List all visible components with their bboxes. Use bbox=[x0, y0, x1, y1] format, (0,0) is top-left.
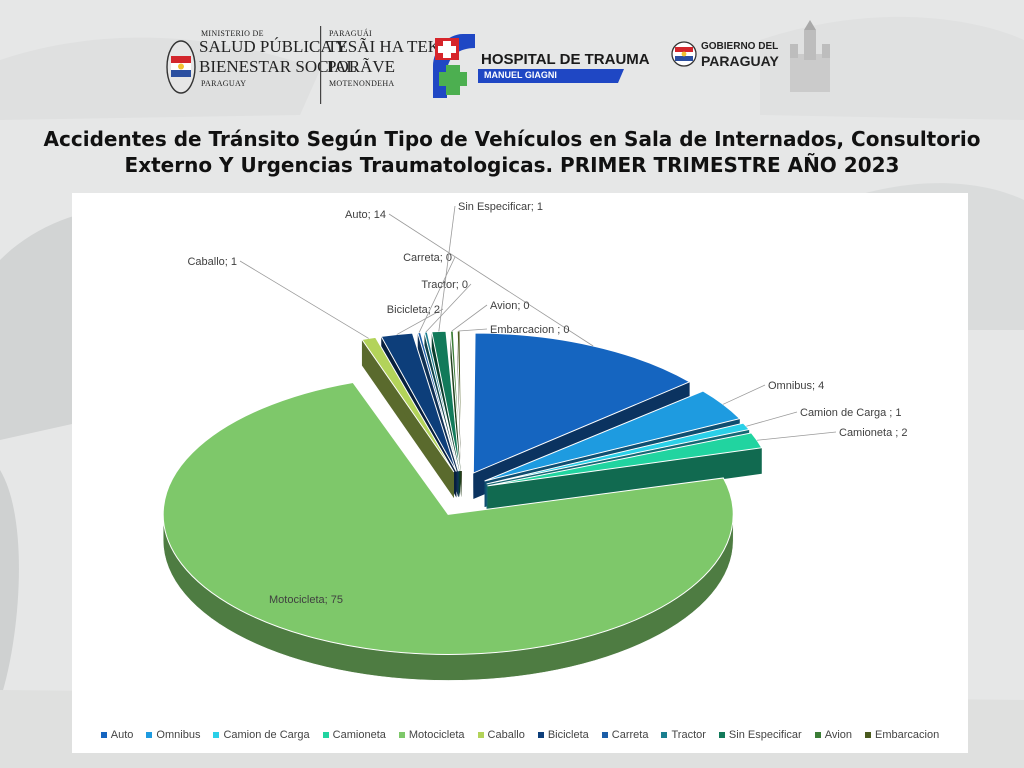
data-label-camion-de-carga: Camion de Carga ; 1 bbox=[800, 407, 902, 419]
legend-swatch bbox=[537, 732, 544, 738]
leader-line-camioneta bbox=[756, 431, 837, 441]
leader-line-carreta bbox=[418, 256, 456, 333]
chart-legend: Auto Omnibus Camion de Carga Camioneta Motoc… bbox=[80, 729, 960, 741]
legend-item-avion: Avion bbox=[814, 729, 853, 741]
guarani-line1: PARAGUÁI bbox=[329, 29, 373, 38]
legend-label: Bicicleta bbox=[547, 729, 589, 741]
pie-slice-motocicleta bbox=[162, 381, 734, 655]
data-label-camioneta: Camioneta ; 2 bbox=[839, 427, 907, 439]
legend-item-tractor: Tractor bbox=[661, 729, 706, 741]
ministry-line2: SALUD PÚBLICA Y bbox=[199, 37, 348, 56]
data-label-carreta: Carreta; 0 bbox=[403, 252, 452, 264]
pie-chart: Auto; 14 Omnibus; 4 Camion de Carga ; 1 Cam… bbox=[162, 201, 907, 681]
legend-label: Carreta bbox=[611, 729, 649, 741]
hospital-subtitle-band bbox=[478, 69, 624, 83]
ministry-seal-icon bbox=[166, 40, 196, 94]
leader-line-tractor bbox=[425, 283, 472, 333]
legend-label: Auto bbox=[110, 729, 134, 741]
palace-icon bbox=[790, 20, 830, 92]
ministry-line4: PARAGUAY bbox=[201, 79, 247, 88]
pie-slice-caballo bbox=[361, 336, 455, 473]
legend-item-auto: Auto bbox=[100, 729, 134, 741]
data-label-bicicleta: Bicicleta; 2 bbox=[387, 304, 440, 316]
legend-swatch bbox=[661, 732, 668, 738]
guarani-line2: TESÃI HA TEKO bbox=[327, 37, 453, 56]
legend-swatch bbox=[718, 732, 725, 738]
data-label-avion: Avion; 0 bbox=[490, 300, 530, 312]
government-line2: PARAGUAY bbox=[701, 53, 779, 69]
legend-swatch bbox=[477, 732, 484, 738]
logo-divider bbox=[320, 26, 322, 104]
legend-label: Camioneta bbox=[332, 729, 386, 741]
chart-title-line1: Accidentes de Tránsito Según Tipo de Veh… bbox=[43, 127, 981, 151]
leader-line-embarcacion bbox=[458, 328, 488, 332]
pie-slice-omnibus bbox=[484, 390, 741, 482]
slice-cut-camioneta bbox=[487, 447, 762, 512]
leader-line-avion bbox=[451, 304, 488, 332]
legend-label: Omnibus bbox=[156, 729, 201, 741]
pie-slice-avion bbox=[449, 330, 462, 472]
government-seal-icon bbox=[671, 41, 697, 67]
data-label-embarcacion: Embarcacion ; 0 bbox=[490, 324, 569, 336]
legend-item-camion-de-carga: Camion de Carga bbox=[213, 729, 310, 741]
chart-panel: Auto; 14 Omnibus; 4 Camion de Carga ; 1 Cam… bbox=[72, 193, 968, 753]
legend-label: Avion bbox=[824, 729, 853, 741]
leader-line-camion-de-carga bbox=[746, 411, 798, 427]
leader-line-sin-especificar bbox=[438, 205, 456, 332]
legend-label: Camion de Carga bbox=[223, 729, 310, 741]
legend-label: Embarcacion bbox=[875, 729, 940, 741]
pie-label-layer: Auto; 14 Omnibus; 4 Camion de Carga ; 1 Cam… bbox=[187, 201, 907, 606]
legend-swatch bbox=[865, 732, 872, 738]
legend-item-carreta: Carreta bbox=[601, 729, 649, 741]
legend-item-motocicleta: Motocicleta bbox=[398, 729, 465, 741]
data-label-caballo: Caballo; 1 bbox=[187, 256, 237, 268]
legend-label: Caballo bbox=[487, 729, 525, 741]
legend-label: Sin Especificar bbox=[728, 729, 802, 741]
data-label-sin-especificar: Sin Especificar; 1 bbox=[458, 201, 543, 213]
legend-item-camioneta: Camioneta bbox=[322, 729, 386, 741]
pie-slice-camion-de-carga bbox=[486, 422, 751, 485]
hospital-cross-icon bbox=[433, 34, 475, 98]
legend-item-omnibus: Omnibus bbox=[146, 729, 200, 741]
legend-swatch bbox=[601, 732, 608, 738]
ministry-line1: MINISTERIO DE bbox=[201, 29, 264, 38]
legend-label: Tractor bbox=[671, 729, 706, 741]
legend-label: Motocicleta bbox=[408, 729, 465, 741]
leader-line-omnibus bbox=[722, 384, 766, 405]
hospital-subtitle: MANUEL GIAGNI bbox=[484, 70, 557, 80]
data-label-motocicleta: Motocicleta; 75 bbox=[269, 594, 343, 606]
legend-swatch bbox=[213, 732, 220, 738]
legend-swatch bbox=[100, 732, 107, 738]
legend-swatch bbox=[398, 732, 405, 738]
pie-slice-carreta bbox=[417, 331, 459, 472]
header-logos: MINISTERIO DE SALUD PÚBLICA Y BIENESTAR … bbox=[0, 0, 1024, 115]
legend-item-caballo: Caballo bbox=[477, 729, 525, 741]
ministry-line3: BIENESTAR SOCIAL bbox=[199, 57, 357, 76]
guarani-line3: PORÃVE bbox=[327, 57, 396, 76]
legend-item-bicicleta: Bicicleta bbox=[537, 729, 589, 741]
leader-line-caballo bbox=[239, 260, 369, 339]
chart-title: Accidentes de Tránsito Según Tipo de Veh… bbox=[20, 126, 1004, 178]
guarani-line4: MOTENONDEHA bbox=[329, 79, 395, 88]
legend-item-embarcacion: Embarcacion bbox=[865, 729, 939, 741]
leader-line-auto bbox=[388, 213, 594, 347]
pie-top-layer bbox=[162, 330, 763, 655]
government-line1: GOBIERNO DEL bbox=[701, 41, 779, 52]
hospital-name: HOSPITAL DE TRAUMA bbox=[481, 51, 650, 68]
pie-slice-camioneta bbox=[487, 432, 763, 487]
legend-swatch bbox=[322, 732, 329, 738]
legend-swatch bbox=[814, 732, 821, 738]
leader-line-bicicleta bbox=[396, 308, 444, 335]
data-label-omnibus: Omnibus; 4 bbox=[768, 380, 824, 392]
data-label-auto: Auto; 14 bbox=[345, 209, 386, 221]
pie-slice-sin-especificar bbox=[431, 330, 461, 472]
chart-title-line2: Externo Y Urgencias Traumatologicas. PRI… bbox=[124, 153, 900, 177]
legend-item-sin-especificar: Sin Especificar bbox=[718, 729, 802, 741]
legend-swatch bbox=[146, 732, 153, 738]
